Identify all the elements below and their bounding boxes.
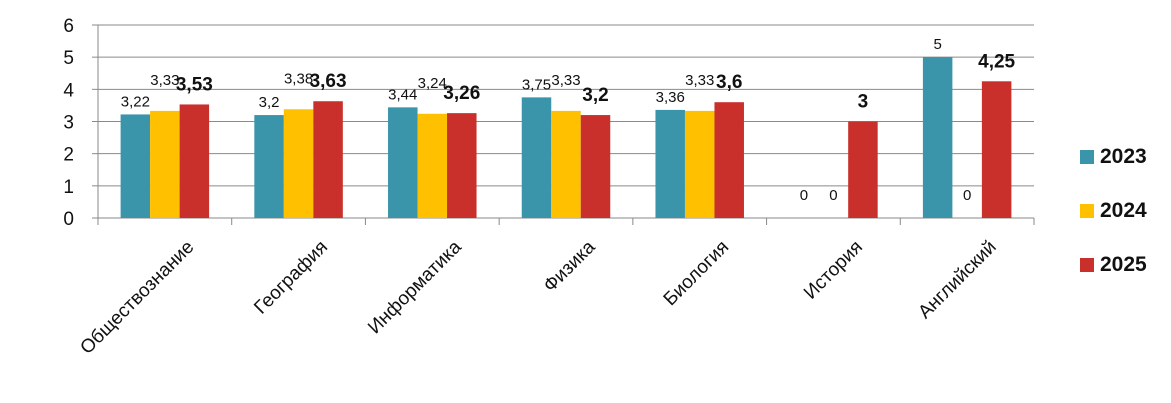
legend-label-2024: 2024: [1100, 199, 1147, 222]
data-label-2025-2: 3,26: [443, 83, 480, 104]
bar-2024-4: [684, 110, 715, 218]
y-tick-label: 6: [63, 16, 74, 37]
data-label-2024-1: 3,38: [284, 70, 313, 87]
category-label-3: Физика: [540, 236, 600, 296]
category-label-2: Информатика: [364, 236, 466, 338]
legend-swatch-2023: [1080, 150, 1094, 164]
category-label-5: История: [800, 237, 867, 304]
data-label-2024-3: 3,33: [551, 72, 580, 89]
bar-2025-3: [580, 115, 611, 218]
legend-label-2025: 2025: [1100, 253, 1147, 276]
bar-2025-6: [981, 81, 1012, 219]
y-tick-label: 0: [63, 209, 74, 230]
bar-2023-3: [521, 97, 552, 218]
bar-2023-0: [120, 114, 151, 218]
bar-2023-6: [922, 57, 953, 218]
data-label-2023-5: 0: [800, 187, 808, 204]
data-label-2023-0: 3,22: [121, 93, 150, 110]
bar-2025-5: [848, 121, 878, 218]
bar-2023-4: [655, 109, 685, 218]
bar-2024-0: [150, 110, 180, 218]
bar-2025-4: [714, 102, 744, 218]
bar-2023-2: [388, 107, 418, 218]
legend-label-2023: 2023: [1100, 145, 1147, 168]
data-label-2023-3: 3,75: [522, 76, 551, 93]
legend-item-2024: 2024: [1080, 196, 1171, 226]
data-label-2023-1: 3,2: [259, 94, 280, 111]
data-label-2025-3: 3,2: [582, 85, 608, 106]
bar-2025-2: [447, 113, 477, 218]
category-label-4: Биология: [660, 237, 733, 310]
data-label-2025-1: 3,63: [310, 71, 347, 92]
data-label-2024-6: 0: [963, 187, 971, 204]
data-label-2025-4: 3,6: [716, 72, 742, 93]
chart-legend: 2023 2024 2025: [1080, 142, 1171, 304]
data-label-2023-6: 5: [933, 36, 941, 53]
y-tick-label: 1: [63, 177, 74, 198]
bar-2024-2: [417, 113, 448, 218]
y-tick-label: 2: [63, 145, 74, 166]
y-tick-label: 4: [63, 80, 74, 101]
bar-2025-0: [179, 104, 210, 218]
data-label-2024-0: 3,33: [150, 72, 179, 89]
data-label-2023-4: 3,36: [656, 89, 685, 106]
bar-2023-1: [254, 115, 284, 218]
data-label-2023-2: 3,44: [388, 86, 417, 103]
bar-2024-1: [283, 109, 314, 218]
data-label-2024-4: 3,33: [685, 72, 714, 89]
y-tick-label: 3: [63, 113, 74, 134]
legend-item-2023: 2023: [1080, 142, 1171, 172]
legend-item-2025: 2025: [1080, 250, 1171, 280]
category-label-0: Обществознание: [76, 237, 198, 359]
category-label-1: География: [250, 237, 332, 319]
bar-2025-1: [313, 101, 343, 218]
category-label-6: Английский: [914, 237, 1000, 323]
data-label-2025-6: 4,25: [978, 51, 1015, 72]
data-label-2024-5: 0: [829, 187, 837, 204]
data-label-2025-5: 3: [858, 92, 869, 113]
data-label-2025-0: 3,53: [176, 74, 213, 95]
y-tick-label: 5: [63, 48, 74, 69]
data-label-2024-2: 3,24: [418, 75, 447, 92]
legend-swatch-2025: [1080, 258, 1094, 272]
legend-swatch-2024: [1080, 204, 1094, 218]
bar-2024-3: [551, 110, 581, 218]
